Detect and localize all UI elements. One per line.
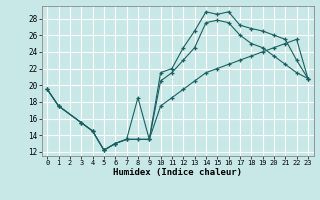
X-axis label: Humidex (Indice chaleur): Humidex (Indice chaleur) — [113, 168, 242, 177]
